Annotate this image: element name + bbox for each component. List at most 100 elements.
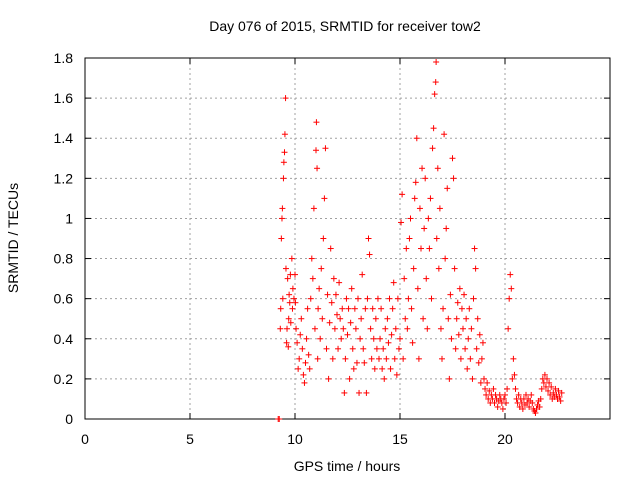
y-tick-label: 1.4 <box>54 130 74 146</box>
data-point <box>467 355 474 362</box>
data-point <box>324 291 331 298</box>
data-point <box>281 131 288 138</box>
data-point <box>315 305 322 312</box>
data-point <box>431 91 438 98</box>
data-point <box>277 325 284 332</box>
data-point <box>322 145 329 152</box>
data-point <box>313 119 320 126</box>
data-point <box>463 315 470 322</box>
y-tick-label: 0.8 <box>54 251 74 267</box>
data-point <box>505 325 512 332</box>
data-point <box>313 147 319 154</box>
data-point <box>379 365 386 372</box>
data-point <box>414 285 421 292</box>
data-point <box>370 335 377 342</box>
data-point <box>372 315 379 322</box>
data-point <box>395 345 402 352</box>
data-point <box>473 345 480 352</box>
data-point <box>394 295 401 302</box>
data-point <box>320 235 327 242</box>
data-point <box>475 359 482 366</box>
data-point <box>314 165 321 172</box>
plot-frame <box>84 57 611 420</box>
data-point <box>408 305 415 312</box>
data-point <box>340 325 347 332</box>
data-point <box>504 385 511 392</box>
data-point <box>339 305 346 312</box>
data-point <box>289 305 296 312</box>
data-point <box>366 251 373 258</box>
data-point <box>284 275 291 282</box>
data-point <box>378 305 385 312</box>
data-point <box>300 371 307 378</box>
data-point <box>399 191 406 198</box>
data-point <box>422 175 429 182</box>
data-point <box>290 295 297 302</box>
y-axis-label: SRMTID / TECUs <box>5 183 21 293</box>
data-point <box>345 305 352 312</box>
data-point <box>436 205 443 212</box>
data-point <box>283 339 290 346</box>
data-point <box>397 335 403 342</box>
data-point <box>415 355 422 362</box>
data-point <box>432 79 439 86</box>
data-point <box>294 339 301 346</box>
data-point <box>558 389 565 396</box>
data-point <box>330 275 337 282</box>
data-point <box>335 345 342 352</box>
data-point <box>357 335 364 342</box>
data-point <box>511 371 518 378</box>
data-point <box>528 391 535 398</box>
data-point <box>286 291 293 298</box>
data-point <box>384 315 391 322</box>
y-tick-label: 1 <box>65 210 73 226</box>
data-point <box>328 299 335 306</box>
data-point <box>301 379 308 386</box>
y-tick-label: 0.4 <box>54 331 74 347</box>
data-point <box>547 391 554 398</box>
data-point <box>388 331 395 338</box>
data-point <box>373 345 380 352</box>
data-point <box>544 375 550 382</box>
data-point <box>363 389 370 396</box>
data-point <box>376 355 382 362</box>
data-point <box>553 391 560 398</box>
data-point <box>437 325 444 332</box>
data-point <box>533 405 540 412</box>
data-point <box>296 355 303 362</box>
data-point <box>484 379 491 386</box>
data-point <box>292 299 299 306</box>
data-point <box>460 325 466 332</box>
data-points <box>275 59 565 422</box>
data-point <box>529 399 536 406</box>
data-point <box>325 375 332 382</box>
data-point <box>510 355 517 362</box>
data-point <box>447 291 454 298</box>
data-point <box>526 403 533 410</box>
data-point <box>458 305 465 312</box>
data-point <box>490 385 497 392</box>
data-point <box>302 359 309 366</box>
data-point <box>338 335 345 342</box>
data-point <box>361 359 368 366</box>
data-point <box>541 371 548 378</box>
data-point <box>344 331 351 338</box>
data-point <box>421 225 428 232</box>
data-point <box>545 387 552 394</box>
data-point <box>406 235 413 242</box>
data-point <box>420 315 427 322</box>
data-point <box>285 315 292 322</box>
data-point <box>450 175 457 182</box>
data-point <box>430 125 437 132</box>
data-point <box>555 387 562 394</box>
data-point <box>457 355 464 362</box>
data-point <box>392 325 399 332</box>
data-point <box>452 345 459 352</box>
data-point <box>429 145 436 152</box>
data-point <box>353 359 360 366</box>
data-point <box>286 299 293 306</box>
data-point <box>387 365 394 372</box>
data-point <box>385 339 392 346</box>
data-point <box>456 285 463 292</box>
data-point <box>336 279 343 286</box>
